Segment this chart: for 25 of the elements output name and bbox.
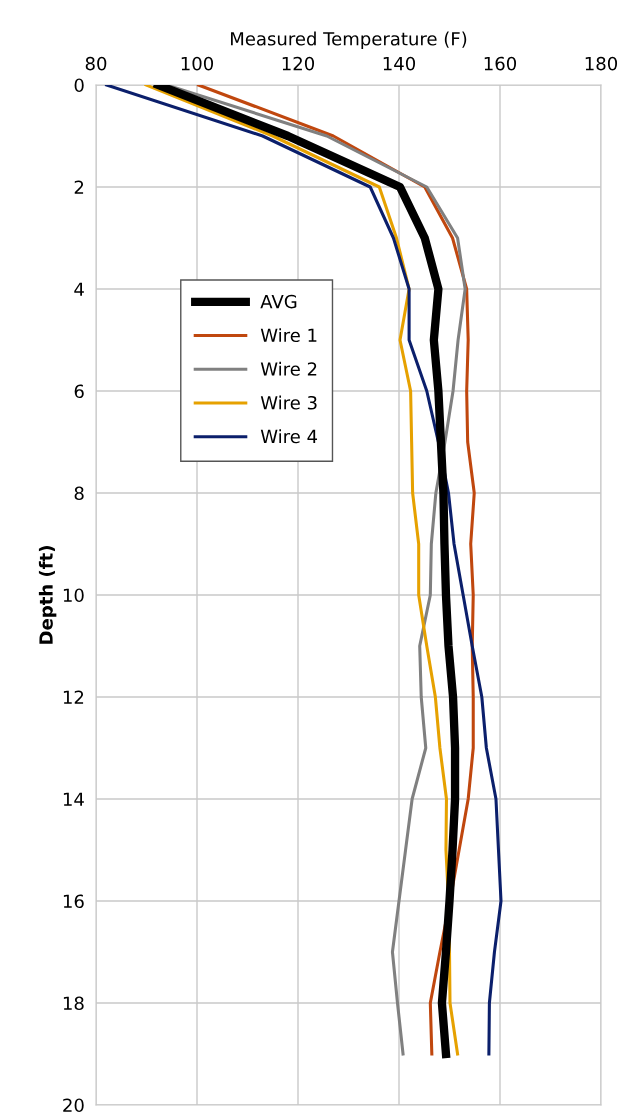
y-tick-label: 6 [74, 384, 84, 399]
y-tick-label: 18 [63, 996, 84, 1011]
y-tick-label: 2 [74, 180, 84, 194]
legend-label: AVG [260, 294, 297, 309]
legend-label: Wire 1 [260, 328, 317, 343]
y-tick-label: 20 [63, 1098, 84, 1113]
y-tick-label: 4 [74, 282, 84, 296]
y-tick-label: 8 [74, 486, 84, 501]
x-tick-label: 180 [585, 56, 618, 71]
x-tick-label: 140 [383, 56, 416, 71]
legend-label: Wire 3 [260, 395, 317, 410]
x-tick-label: 120 [282, 56, 315, 71]
line-series [105, 85, 503, 1056]
y-tick-label: 0 [74, 78, 84, 93]
y-tick-label: 16 [63, 894, 84, 909]
y-tick-label: 12 [63, 690, 84, 704]
x-tick-label: 160 [484, 56, 517, 71]
x-axis-title: Measured Temperature (F) [231, 31, 467, 50]
y-tick-label: 10 [63, 588, 84, 603]
y-tick-label: 14 [63, 792, 84, 806]
legend-label: Wire 4 [260, 429, 318, 444]
x-tick-label: 80 [85, 56, 107, 71]
y-axis-title: Depth (ft) [38, 546, 57, 644]
x-tick-label: 100 [181, 56, 214, 71]
legend-label: Wire 2 [260, 361, 317, 376]
